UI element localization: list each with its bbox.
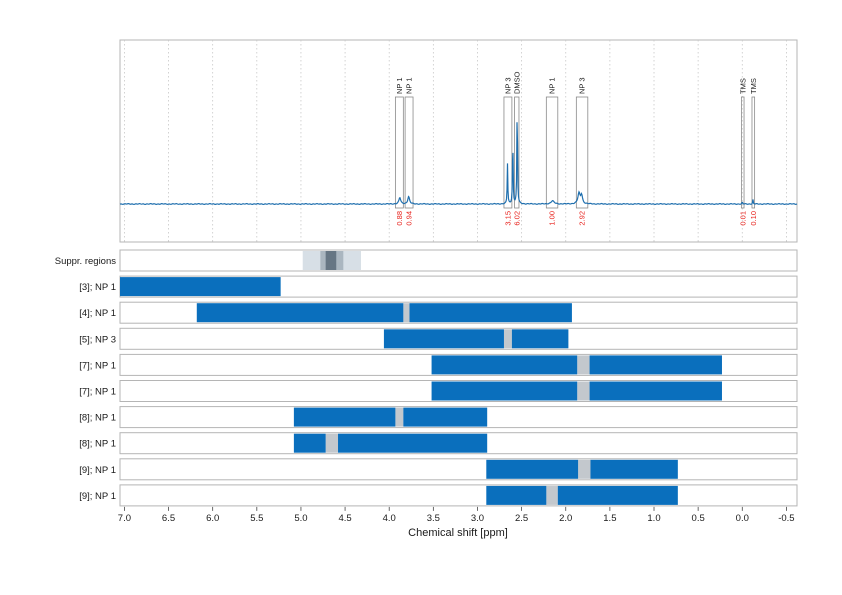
peak-region-box [404, 96, 414, 209]
peak-label: NP 3 [504, 77, 513, 94]
region-bar [589, 381, 722, 401]
x-tick-label: 0.5 [692, 513, 705, 524]
region-gap [578, 459, 591, 479]
integral-value: 0.01 [738, 211, 747, 226]
x-tick-label: 5.5 [250, 513, 263, 524]
integral-value: 3.15 [504, 211, 513, 226]
region-bar [589, 355, 722, 375]
integral-value: 6.02 [512, 211, 521, 226]
x-tick-label: 2.5 [515, 513, 528, 524]
x-tick-label: 3.0 [471, 513, 484, 524]
region-gap [325, 433, 339, 453]
integral-value: 1.00 [548, 211, 557, 226]
peak-region-box [751, 96, 756, 209]
region-bar [293, 407, 396, 427]
region-gap [577, 381, 590, 401]
peak-label: NP 1 [395, 77, 404, 94]
x-tick-label: 5.0 [294, 513, 307, 524]
region-bar [196, 303, 404, 323]
row-label: [8]; NP 1 [79, 439, 116, 450]
x-tick-label: 6.0 [206, 513, 219, 524]
region-gap [577, 355, 590, 375]
region-gap [503, 329, 512, 349]
row-frame [119, 458, 798, 481]
peak-region-box [545, 96, 559, 209]
x-tick-label: -0.5 [778, 513, 794, 524]
row-label: [7]; NP 1 [79, 387, 116, 398]
spectrum-trace [119, 122, 798, 206]
x-tick-label: 6.5 [162, 513, 175, 524]
region-gap [403, 303, 410, 323]
integral-value: 0.94 [405, 211, 414, 226]
row-frame [119, 249, 798, 272]
region-bar [293, 433, 326, 453]
peak-label: NP 1 [548, 77, 557, 94]
region-bar [486, 459, 579, 479]
region-bar [409, 303, 572, 323]
peak-region-box [503, 96, 513, 209]
x-tick-label: 0.0 [736, 513, 749, 524]
region-gap [395, 407, 404, 427]
integral-value: 0.88 [395, 211, 404, 226]
row-label: [9]; NP 1 [79, 491, 116, 502]
x-tick-label: 7.0 [118, 513, 131, 524]
region-bar [120, 277, 281, 297]
peak-label: NP 1 [405, 77, 414, 94]
integral-value: 0.10 [749, 211, 758, 226]
region-bar [590, 459, 678, 479]
integral-value: 2.92 [578, 211, 587, 226]
x-tick-label: 4.0 [383, 513, 396, 524]
peak-region-box [394, 96, 404, 209]
region-bar [511, 329, 569, 349]
suppression-region [325, 251, 337, 270]
region-bar [338, 433, 488, 453]
x-tick-label: 4.5 [338, 513, 351, 524]
region-gap [546, 485, 558, 505]
peak-region-box [740, 96, 745, 209]
region-rows-panel: Suppr. regions [3]; NP 1 [4]; NP 1 [5]; NP … [55, 249, 798, 507]
region-bar [557, 485, 678, 505]
x-tick-label: 1.0 [647, 513, 660, 524]
region-bar [383, 329, 504, 349]
row-label: [5]; NP 3 [79, 334, 116, 345]
x-axis: 7.0 6.5 6.0 5.5 5.0 4.5 4.0 3.5 3.0 2.5 2.0 1.5 1.0 0… [118, 506, 795, 524]
peak-label: TMS [738, 78, 747, 94]
x-tick-label: 2.0 [559, 513, 572, 524]
region-bar [431, 355, 578, 375]
peak-label: TMS [749, 78, 758, 94]
peak-label: NP 3 [578, 77, 587, 94]
row-label: [8]; NP 1 [79, 413, 116, 424]
peak-region-box [575, 96, 589, 209]
region-bar [403, 407, 488, 427]
row-label: Suppr. regions [55, 256, 117, 267]
row-label: [9]; NP 1 [79, 465, 116, 476]
region-bar [431, 381, 578, 401]
row-label: [7]; NP 1 [79, 360, 116, 371]
peak-label: DMSO [512, 71, 521, 94]
x-tick-label: 3.5 [427, 513, 440, 524]
spectrum-frame [119, 39, 798, 243]
row-frame [119, 484, 798, 507]
peak-region-box [514, 96, 520, 209]
spectrum-panel: NP 1 0.88 NP 1 0.94 NP 3 3.15 DMSO 6.02 NP 1 1.00… [119, 39, 798, 243]
x-axis-title: Chemical shift [ppm] [408, 527, 508, 539]
x-tick-label: 1.5 [603, 513, 616, 524]
row-label: [4]; NP 1 [79, 308, 116, 319]
region-bar [486, 485, 547, 505]
row-label: [3]; NP 1 [79, 282, 116, 293]
